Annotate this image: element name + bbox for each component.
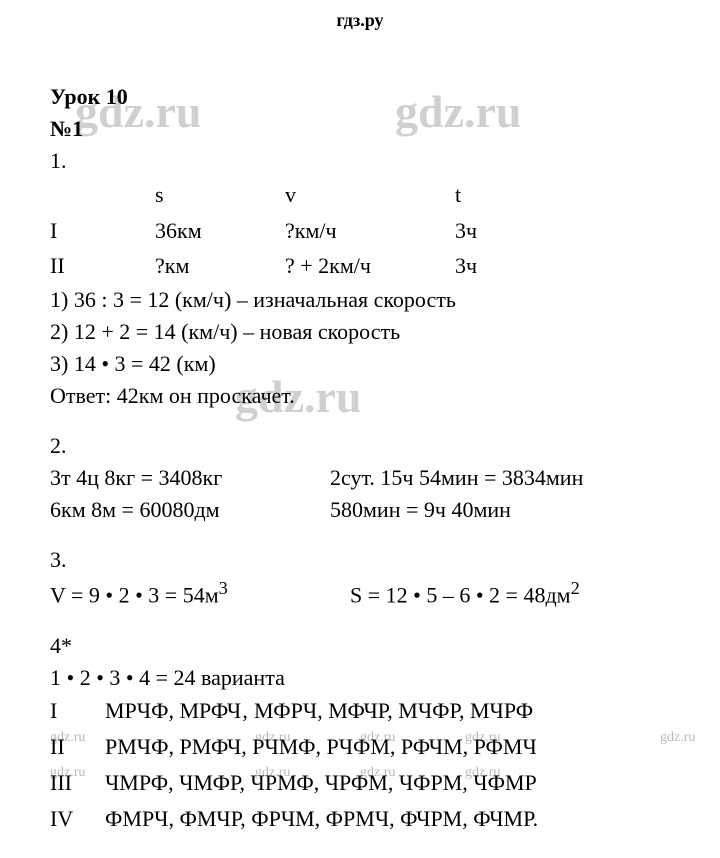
calc-line: 1) 36 : 3 = 12 (км/ч) – изначальная скор… [50,284,680,316]
variants-count: 1 • 2 • 3 • 4 = 24 варианта [50,662,680,694]
cell: ? + 2км/ч [285,248,455,284]
formula-right: S = 12 • 5 – 6 • 2 = 48дм2 [350,575,580,611]
cell: v [285,177,455,213]
formula-left: V = 9 • 2 • 3 = 54м3 [50,575,350,611]
cell: ?км [155,248,285,284]
section-3-label: 3. [50,544,680,576]
section-4: 4* 1 • 2 • 3 • 4 = 24 варианта I МРЧФ, М… [50,630,680,837]
conv-line: 580мин = 9ч 40мин [330,494,583,526]
exercise-number: №1 [50,113,680,145]
cell: 3ч [455,248,555,284]
site-header: гдз.ру [0,0,720,31]
table-row: IV ФМРЧ, ФМЧР, ФРЧМ, ФРМЧ, ФЧРМ, ФЧМР. [50,801,538,837]
permutations-table: I МРЧФ, МРФЧ‚ МФРЧ, МФЧР, МЧФР, МЧРФ II … [50,693,538,837]
table-row: II РМЧФ, РМФЧ, РЧМФ, РЧФМ, РФЧМ, РФМЧ [50,729,538,765]
cell: t [455,177,555,213]
cell: ЧМРФ, ЧМФР, ЧРМФ, ЧРФМ, ЧФРМ, ЧФМР [105,765,538,801]
section-1: 1. s v t I 36км ?км/ч 3ч II ?км ? + 2км/… [50,145,680,412]
cell: II [50,248,155,284]
table-row: I МРЧФ, МРФЧ‚ МФРЧ, МФЧР, МЧФР, МЧРФ [50,693,538,729]
table-row: III ЧМРФ, ЧМФР, ЧРМФ, ЧРФМ, ЧФРМ, ЧФМР [50,765,538,801]
calc-line: 2) 12 + 2 = 14 (км/ч) – новая скорость [50,316,680,348]
conv-line: 3т 4ц 8кг = 3408кг [50,462,330,494]
cell: IV [50,801,105,837]
page-content: Урок 10 №1 1. s v t I 36км ?км/ч 3ч II ?… [0,31,720,837]
calc-line: 3) 14 • 3 = 42 (км) [50,348,680,380]
cell: I [50,213,155,249]
answer-line: Ответ: 42км он проскачет. [50,380,680,412]
cell: 3ч [455,213,555,249]
cell: II [50,729,105,765]
cell [50,177,155,213]
cell: I [50,693,105,729]
cell: ФМРЧ, ФМЧР, ФРЧМ, ФРМЧ, ФЧРМ, ФЧМР. [105,801,538,837]
lesson-title: Урок 10 [50,81,680,113]
cell: III [50,765,105,801]
cell: РМЧФ, РМФЧ, РЧМФ, РЧФМ, РФЧМ, РФМЧ [105,729,538,765]
table-row: I 36км ?км/ч 3ч [50,213,555,249]
section-2-label: 2. [50,430,680,462]
svt-table: s v t I 36км ?км/ч 3ч II ?км ? + 2км/ч 3… [50,177,555,285]
cell: 36км [155,213,285,249]
cell: s [155,177,285,213]
section-4-label: 4* [50,630,680,662]
section-3: 3. V = 9 • 2 • 3 = 54м3 S = 12 • 5 – 6 •… [50,544,680,612]
table-row: II ?км ? + 2км/ч 3ч [50,248,555,284]
cell: МРЧФ, МРФЧ‚ МФРЧ, МФЧР, МЧФР, МЧРФ [105,693,538,729]
conv-line: 2сут. 15ч 54мин = 3834мин [330,462,583,494]
table-row: s v t [50,177,555,213]
section-1-label: 1. [50,145,680,177]
cell: ?км/ч [285,213,455,249]
section-2: 2. 3т 4ц 8кг = 3408кг 6км 8м = 60080дм 2… [50,430,680,526]
conv-line: 6км 8м = 60080дм [50,494,330,526]
